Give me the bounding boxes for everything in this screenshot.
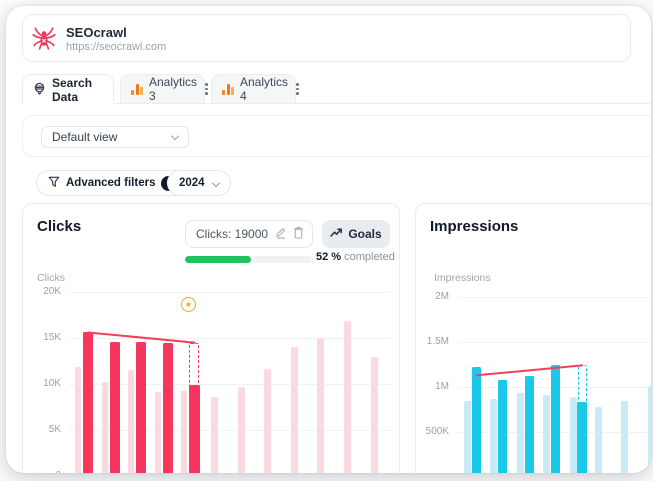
tab-analytics-4[interactable]: Analytics 4: [211, 74, 299, 103]
goals-button[interactable]: Goals: [322, 220, 390, 248]
view-select-value: Default view: [52, 130, 118, 144]
site-url: https://seocrawl.com: [66, 41, 167, 53]
comparison-bar[interactable]: [543, 395, 551, 473]
comparison-bar[interactable]: [344, 321, 351, 473]
site-name: SEOcrawl: [66, 25, 127, 40]
forecast-actual-fill: [577, 401, 588, 473]
y-tick-label: 2M: [435, 291, 449, 302]
edit-pencil-icon[interactable]: [275, 226, 287, 242]
goal-value-input[interactable]: Clicks: 19000: [185, 220, 313, 248]
y-tick-label: 15K: [43, 332, 61, 343]
analytics-bars-icon: [131, 83, 143, 95]
seocrawl-spider-icon: [31, 25, 57, 51]
comparison-bar[interactable]: [516, 393, 524, 473]
clicks-axis-label: Clicks: [37, 272, 65, 284]
view-toolbar: Default view: [22, 115, 651, 157]
comparison-bar[interactable]: [101, 382, 108, 473]
forecast-actual-fill: [188, 385, 200, 473]
current-bar[interactable]: [109, 341, 120, 473]
tab-menu-dots-icon[interactable]: [205, 83, 208, 95]
comparison-bar[interactable]: [370, 357, 378, 473]
y-tick-label: 5K: [48, 424, 61, 435]
tab-label: Analytics 4: [240, 75, 289, 103]
comparison-bar[interactable]: [317, 338, 325, 473]
search-data-icon: [33, 82, 46, 98]
analytics-bars-icon: [222, 83, 234, 95]
comparison-bar[interactable]: [128, 370, 135, 473]
comparison-bar[interactable]: [237, 386, 245, 473]
comparison-bar[interactable]: [595, 406, 602, 473]
impressions-axis-label: Impressions: [434, 272, 491, 284]
impressions-chart-plot[interactable]: 2M 1.5M 1M 500K: [416, 204, 651, 473]
comparison-bar[interactable]: [647, 386, 651, 473]
progress-percent: 52 %: [316, 251, 342, 263]
year-select[interactable]: 2024: [167, 170, 231, 196]
current-bar[interactable]: [524, 376, 534, 473]
clicks-chart-plot[interactable]: 20K 15K 10K 5K 0 ★: [23, 204, 399, 473]
comparison-bar[interactable]: [290, 347, 298, 473]
y-tick-label: 1.5M: [426, 336, 449, 347]
tab-search-data[interactable]: Search Data: [22, 74, 114, 104]
tab-menu-dots-icon[interactable]: [296, 83, 299, 95]
tab-analytics-3[interactable]: Analytics 3: [120, 74, 208, 103]
comparison-bar[interactable]: [181, 391, 188, 473]
comparison-bar[interactable]: [569, 396, 577, 473]
goal-progress-fill: [185, 256, 252, 263]
current-bar[interactable]: [162, 342, 173, 473]
y-tick-label: 10K: [43, 378, 61, 389]
tab-label: Search Data: [52, 75, 93, 104]
current-bar[interactable]: [136, 341, 147, 473]
current-bar[interactable]: [472, 367, 481, 473]
comparison-bar[interactable]: [211, 396, 218, 473]
impressions-chart-card: Impressions Impressions 2M 1.5M 1M 500K: [415, 203, 651, 473]
comparison-bar[interactable]: [464, 400, 471, 473]
goal-star-marker: ★: [180, 297, 196, 313]
comparison-bar[interactable]: [75, 367, 81, 473]
trend-line: [87, 331, 196, 344]
chevron-down-icon: [211, 178, 220, 188]
advanced-filters-label: Advanced filters: [66, 177, 156, 189]
current-bar[interactable]: [498, 379, 508, 473]
tab-label: Analytics 3: [149, 75, 198, 103]
goal-input-value: Clicks: 19000: [196, 227, 269, 241]
current-bar[interactable]: [83, 331, 93, 473]
progress-completed-label: completed: [344, 251, 395, 263]
advanced-filters-button[interactable]: Advanced filters 0: [36, 170, 189, 196]
funnel-icon: [48, 176, 60, 191]
y-tick-label: 500K: [425, 426, 449, 437]
tabstrip-divider: [22, 103, 651, 104]
trash-icon[interactable]: [293, 226, 304, 242]
clicks-card-title: Clicks: [37, 218, 82, 235]
dashboard-sheet: SEOcrawl https://seocrawl.com Search Dat…: [6, 6, 651, 473]
comparison-bar[interactable]: [154, 392, 161, 473]
chevron-down-icon: [170, 131, 180, 140]
view-select[interactable]: Default view: [41, 126, 189, 148]
trend-line: [475, 364, 584, 377]
goal-progress-bar: [185, 256, 312, 263]
comparison-bar[interactable]: [621, 400, 629, 473]
site-header-card: SEOcrawl https://seocrawl.com: [22, 14, 631, 62]
current-bar[interactable]: [551, 365, 561, 473]
y-tick-label: 0: [23, 470, 61, 473]
comparison-bar[interactable]: [264, 369, 272, 473]
comparison-bar[interactable]: [490, 398, 498, 473]
y-tick-label: 20K: [43, 286, 61, 297]
goal-progress-text: 52 % completed: [316, 251, 395, 263]
year-value: 2024: [179, 177, 205, 189]
impressions-card-title: Impressions: [430, 218, 519, 235]
goals-button-label: Goals: [348, 227, 382, 241]
y-tick-label: 1M: [435, 381, 449, 392]
clicks-chart-card: Clicks Clicks: 19000 Goals: [22, 203, 400, 473]
trending-up-icon: [330, 227, 343, 241]
